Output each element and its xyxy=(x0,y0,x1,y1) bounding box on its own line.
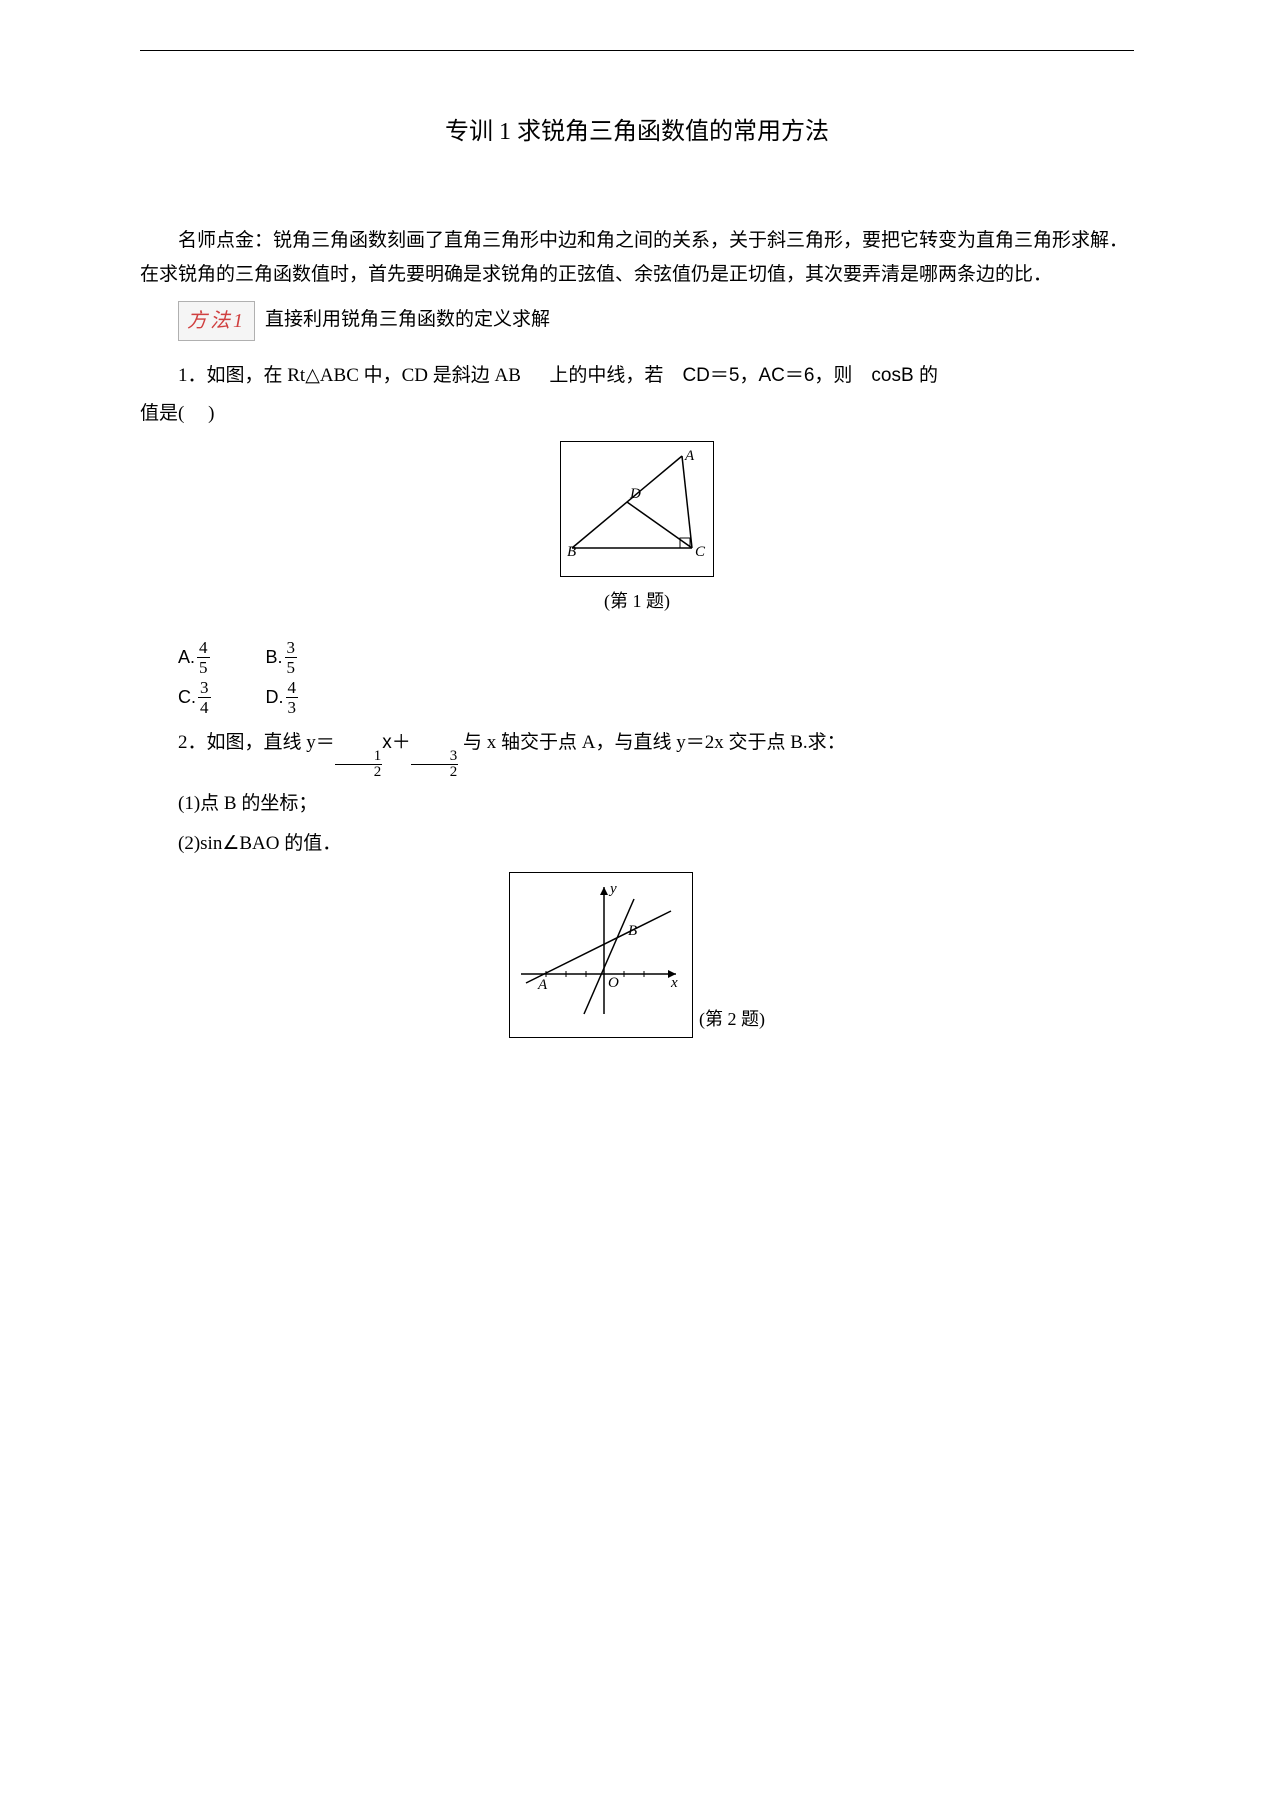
figure-1-box: A B C D xyxy=(560,441,714,577)
q1-prefix: 1．如图，在 Rt△ABC 中，CD 是斜边 AB xyxy=(178,365,521,386)
option-B-frac: 3 5 xyxy=(285,638,298,678)
fig2-label-y: y xyxy=(608,881,617,897)
option-B: B. 3 5 xyxy=(266,638,299,678)
option-D-label: D. xyxy=(266,681,284,713)
top-horizontal-rule xyxy=(140,50,1134,51)
q1-options-col2: B. 3 5 D. 4 3 xyxy=(266,638,299,718)
method-badge: 方法1 xyxy=(178,301,255,341)
fig1-label-C: C xyxy=(695,544,706,558)
option-B-label: B. xyxy=(266,641,283,673)
q1-cosb: cosB 的 xyxy=(871,365,938,386)
option-A-label: A. xyxy=(178,641,195,673)
figure-2-box: y x O A B xyxy=(509,872,693,1038)
q2-mid2: 与 x 轴交于点 A，与直线 y＝2x 交于点 B.求： xyxy=(458,732,845,753)
fig1-label-D: D xyxy=(629,486,641,502)
option-C-label: C. xyxy=(178,681,196,713)
q2-frac1-den: 2 xyxy=(335,764,383,781)
q2-frac2-num: 3 xyxy=(411,749,459,765)
option-B-num: 3 xyxy=(285,638,298,659)
q2-frac2: 32 xyxy=(411,749,459,782)
intro-paragraph: 名师点金：锐角三角函数刻画了直角三角形中边和角之间的关系，关于斜三角形，要把它转… xyxy=(140,224,1134,292)
figure-2-svg: y x O A B xyxy=(516,879,686,1019)
q2-mid1: x＋ xyxy=(382,732,411,753)
figure-1-caption: (第 1 题) xyxy=(140,585,1134,617)
figure-1-wrap: A B C D xyxy=(140,441,1134,577)
figure-1-svg: A B C D xyxy=(567,448,707,558)
q2-prefix: 2．如图，直线 y＝ xyxy=(178,732,335,753)
option-D-num: 4 xyxy=(286,678,299,699)
option-B-den: 5 xyxy=(285,658,298,678)
option-D-den: 3 xyxy=(286,698,299,718)
q2-frac1-num: 1 xyxy=(335,749,383,765)
option-A: A. 4 5 xyxy=(178,638,211,678)
question-2-stem: 2．如图，直线 y＝12x＋32 与 x 轴交于点 A，与直线 y＝2x 交于点… xyxy=(140,726,1134,782)
option-C-num: 3 xyxy=(198,678,211,699)
figure-2-caption: (第 2 题) xyxy=(699,1003,765,1037)
q2-sub2: (2)sin∠BAO 的值． xyxy=(178,827,1134,861)
fig2-label-O: O xyxy=(608,975,619,991)
method-text: 直接利用锐角三角函数的定义求解 xyxy=(265,303,550,337)
fig1-label-A: A xyxy=(684,448,695,464)
q2-frac1: 12 xyxy=(335,749,383,782)
option-C-frac: 3 4 xyxy=(198,678,211,718)
option-A-frac: 4 5 xyxy=(197,638,210,678)
fig2-label-B: B xyxy=(628,923,637,939)
method-heading-row: 方法1 直接利用锐角三角函数的定义求解 xyxy=(178,301,1134,341)
q1-mid: 上的中线，若 xyxy=(549,365,663,386)
option-C-den: 4 xyxy=(198,698,211,718)
figure-2-wrap: y x O A B (第 2 题) xyxy=(140,872,1134,1038)
option-A-den: 5 xyxy=(197,658,210,678)
q1-options: A. 4 5 C. 3 4 B. 3 5 D. 4 3 xyxy=(178,638,1134,718)
q2-sub1: (1)点 B 的坐标； xyxy=(178,787,1134,821)
option-A-num: 4 xyxy=(197,638,210,659)
option-C: C. 3 4 xyxy=(178,678,211,718)
q1-cdeq: CD＝5，AC＝6，则 xyxy=(682,365,852,386)
q1-options-col1: A. 4 5 C. 3 4 xyxy=(178,638,211,718)
q1-suffix: 值是( ) xyxy=(140,397,1134,431)
fig1-label-B: B xyxy=(567,544,576,558)
question-1-stem: 1．如图，在 Rt△ABC 中，CD 是斜边 AB 上的中线，若 CD＝5，AC… xyxy=(140,359,1134,393)
option-D: D. 4 3 xyxy=(266,678,299,718)
fig2-label-x: x xyxy=(670,975,678,991)
fig2-label-A: A xyxy=(537,977,548,993)
q2-frac2-den: 2 xyxy=(411,764,459,781)
option-D-frac: 4 3 xyxy=(286,678,299,718)
page-title: 专训 1 求锐角三角函数值的常用方法 xyxy=(140,111,1134,154)
